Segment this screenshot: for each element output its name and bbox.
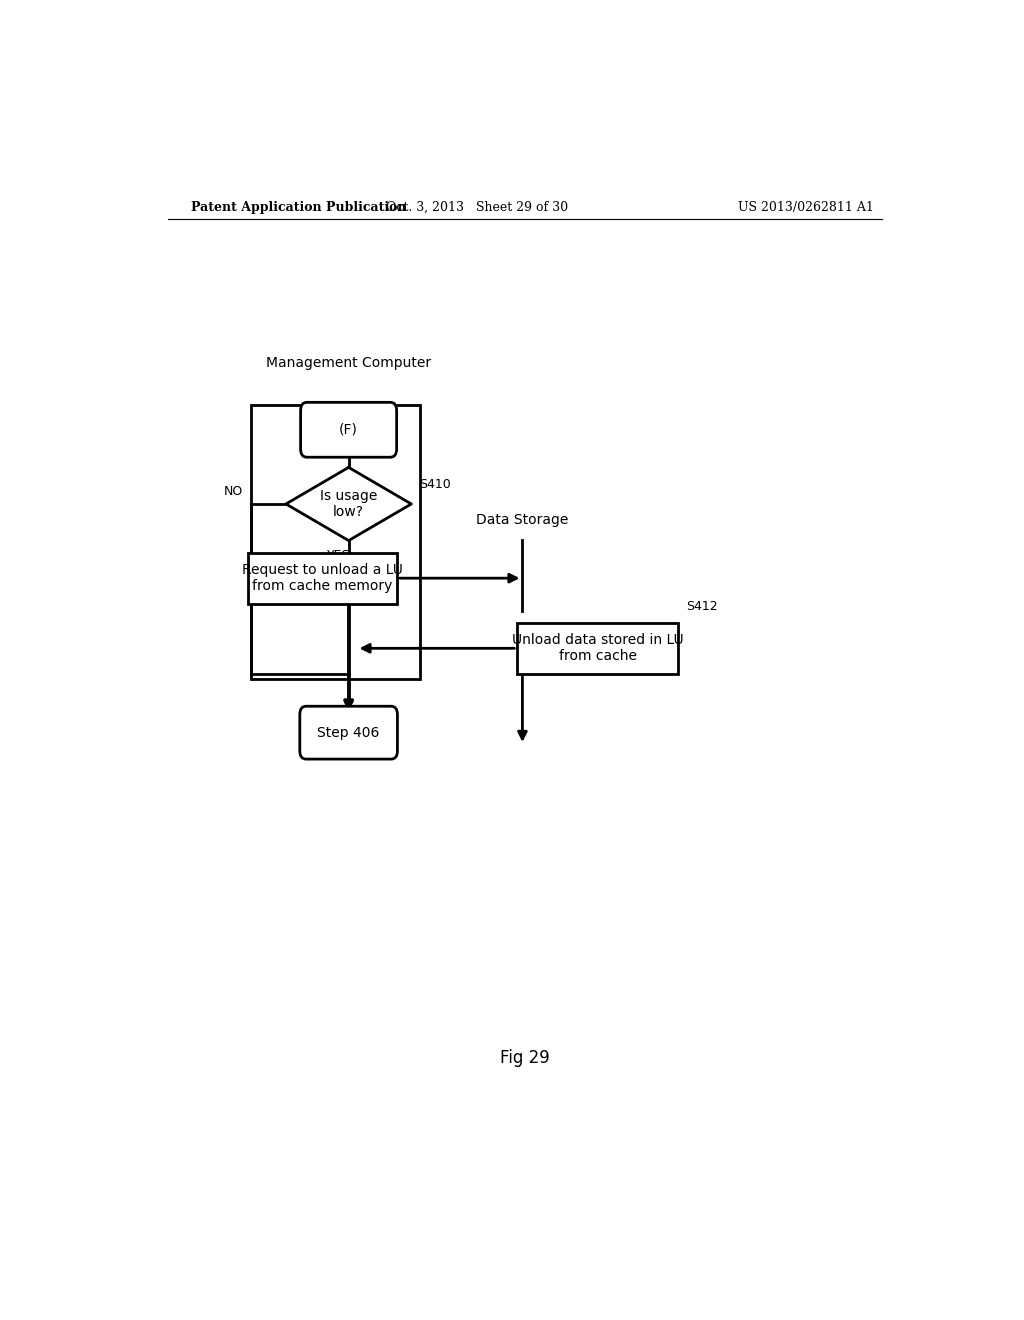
Text: NO: NO	[224, 486, 243, 498]
Text: Is usage
low?: Is usage low?	[319, 488, 377, 519]
Text: S412: S412	[686, 599, 718, 612]
FancyBboxPatch shape	[300, 706, 397, 759]
Bar	[517, 623, 678, 673]
Text: Oct. 3, 2013   Sheet 29 of 30: Oct. 3, 2013 Sheet 29 of 30	[386, 201, 568, 214]
Text: S410: S410	[419, 478, 451, 491]
Text: Unload data stored in LU
from cache: Unload data stored in LU from cache	[512, 634, 684, 664]
Polygon shape	[286, 467, 412, 541]
Text: Patent Application Publication: Patent Application Publication	[191, 201, 407, 214]
Bar	[251, 405, 420, 678]
Text: Request to unload a LU
from cache memory: Request to unload a LU from cache memory	[242, 564, 402, 593]
Text: (F): (F)	[339, 422, 358, 437]
Text: Data Storage: Data Storage	[476, 513, 568, 528]
Text: US 2013/0262811 A1: US 2013/0262811 A1	[738, 201, 873, 214]
Text: Step 406: Step 406	[317, 726, 380, 739]
Bar	[248, 553, 397, 603]
Text: Fig 29: Fig 29	[500, 1049, 550, 1067]
Text: Management Computer: Management Computer	[266, 355, 431, 370]
Text: YES: YES	[328, 549, 351, 562]
FancyBboxPatch shape	[301, 403, 396, 457]
Text: S411: S411	[365, 561, 396, 574]
